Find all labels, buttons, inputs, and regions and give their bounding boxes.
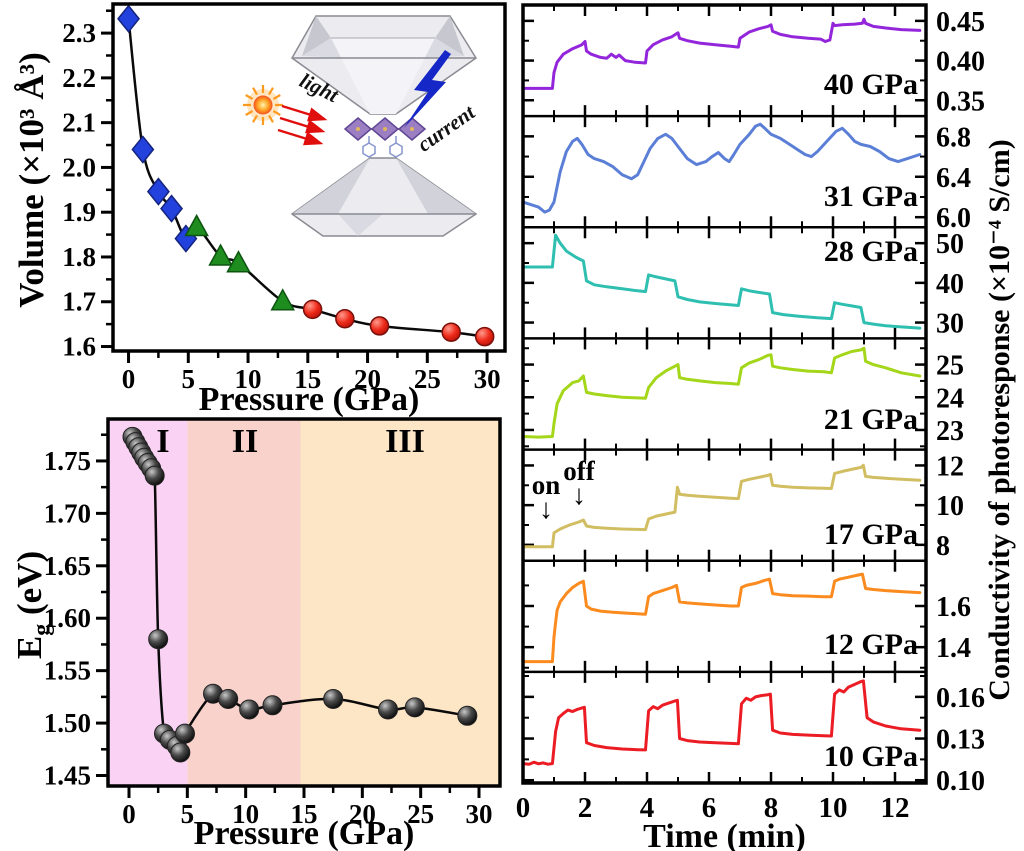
phase-region-label-2: II [231,423,259,460]
svg-text:12: 12 [881,792,910,824]
svg-text:2.1: 2.1 [62,108,96,138]
svg-text:0: 0 [122,799,136,829]
svg-text:50: 50 [936,229,964,260]
svg-text:15: 15 [291,799,318,829]
svg-text:20: 20 [354,364,381,394]
svg-text:30: 30 [474,364,501,394]
svg-text:1.6: 1.6 [936,592,971,623]
svg-text:6: 6 [702,792,717,824]
svg-text:2.3: 2.3 [62,18,96,48]
sun-icon [243,85,283,125]
svg-text:0: 0 [516,792,531,824]
svg-text:0: 0 [122,364,136,394]
svg-text:1.75: 1.75 [44,446,91,476]
svg-text:1.50: 1.50 [44,708,91,738]
svg-text:30: 30 [466,799,493,829]
perovskite-octahedra-icon [343,117,427,158]
volume-axis-label: Volume (×10³ Å³) [12,52,51,308]
svg-text:30: 30 [936,309,964,340]
conductivity-axis-label: Conductivity of photoresponse (×10⁻⁴ S/c… [983,139,1016,701]
svg-text:0.35: 0.35 [936,86,985,117]
bandgap-pressure-chart: 0 5 10 15 20 25 30 1.45 1.50 1.55 1.60 1.65 1.70 1.75 [44,417,502,829]
panel-label-31gpa: 31 GPa [823,180,918,213]
panel-label-12gpa: 12 GPa [823,628,918,661]
panel-label-40gpa: 40 GPa [823,68,918,101]
svg-text:10: 10 [232,799,259,829]
svg-text:1.55: 1.55 [44,656,91,686]
svg-text:1.6: 1.6 [62,332,96,362]
panel-label-28gpa: 28 GPa [823,235,918,268]
svg-text:10: 10 [235,364,262,394]
svg-text:5: 5 [181,799,195,829]
diamond-anvil-inset: light current [243,15,480,237]
pressure-axis-label-top: Pressure (GPa) [198,381,420,418]
svg-text:10: 10 [819,792,848,824]
on-arrow-icon: ↓ [539,494,553,525]
svg-text:1.45: 1.45 [44,761,91,791]
svg-text:24: 24 [936,383,964,414]
time-axis-label: Time (min) [643,818,806,851]
phase-region-label-3: III [385,423,425,460]
svg-text:23: 23 [936,416,964,447]
svg-text:6.8: 6.8 [936,122,971,153]
svg-text:10: 10 [936,491,964,522]
svg-text:1.9: 1.9 [62,197,96,227]
svg-text:12: 12 [936,451,964,482]
off-arrow-icon: ↓ [572,480,586,511]
bottom-anvil-icon [290,157,478,237]
svg-text:1.60: 1.60 [44,603,91,633]
volume-pressure-chart: 0 5 10 15 20 25 30 1.6 1.7 1.8 1.9 2.0 2.1 2.2 2.3 [62,2,507,394]
svg-text:4: 4 [640,792,655,824]
svg-text:8: 8 [936,531,950,562]
svg-text:25: 25 [936,351,964,382]
svg-text:0.16: 0.16 [936,683,985,714]
svg-text:25: 25 [414,364,441,394]
svg-text:15: 15 [294,364,321,394]
panel-label-17gpa: 17 GPa [823,518,918,551]
svg-text:1.70: 1.70 [44,498,91,528]
svg-text:6.4: 6.4 [936,163,971,194]
svg-text:0.13: 0.13 [936,725,985,756]
svg-text:2: 2 [578,792,593,824]
svg-text:2.0: 2.0 [62,152,96,182]
panel-label-21gpa: 21 GPa [823,403,918,436]
svg-text:0.45: 0.45 [936,7,985,38]
svg-text:5: 5 [182,364,196,394]
svg-text:0.40: 0.40 [936,47,985,78]
svg-text:0.10: 0.10 [936,766,985,797]
pressure-axis-label-bottom: Pressure (GPa) [193,815,415,851]
svg-text:1.7: 1.7 [62,287,96,317]
svg-text:25: 25 [407,799,434,829]
svg-text:2.2: 2.2 [62,63,96,93]
bandgap-axis-label: Eg (eV) [10,550,55,660]
svg-text:20: 20 [349,799,376,829]
svg-text:1.4: 1.4 [936,633,971,664]
svg-text:1.8: 1.8 [62,242,96,272]
panel-label-10gpa: 10 GPa [823,740,918,773]
svg-text:8: 8 [764,792,779,824]
phase-region-label-1: I [156,423,170,460]
svg-text:6.0: 6.0 [936,203,971,234]
lightning-bolt-icon [404,50,451,128]
light-arrows-icon [277,104,328,146]
svg-text:40: 40 [936,269,964,300]
svg-text:1.65: 1.65 [44,551,91,581]
light-on-annotation: on [531,470,561,500]
light-off-annotation: off [563,456,595,486]
photoresponse-panels-chart: 0.350.400.456.06.46.8304050232425810121.… [516,3,985,824]
